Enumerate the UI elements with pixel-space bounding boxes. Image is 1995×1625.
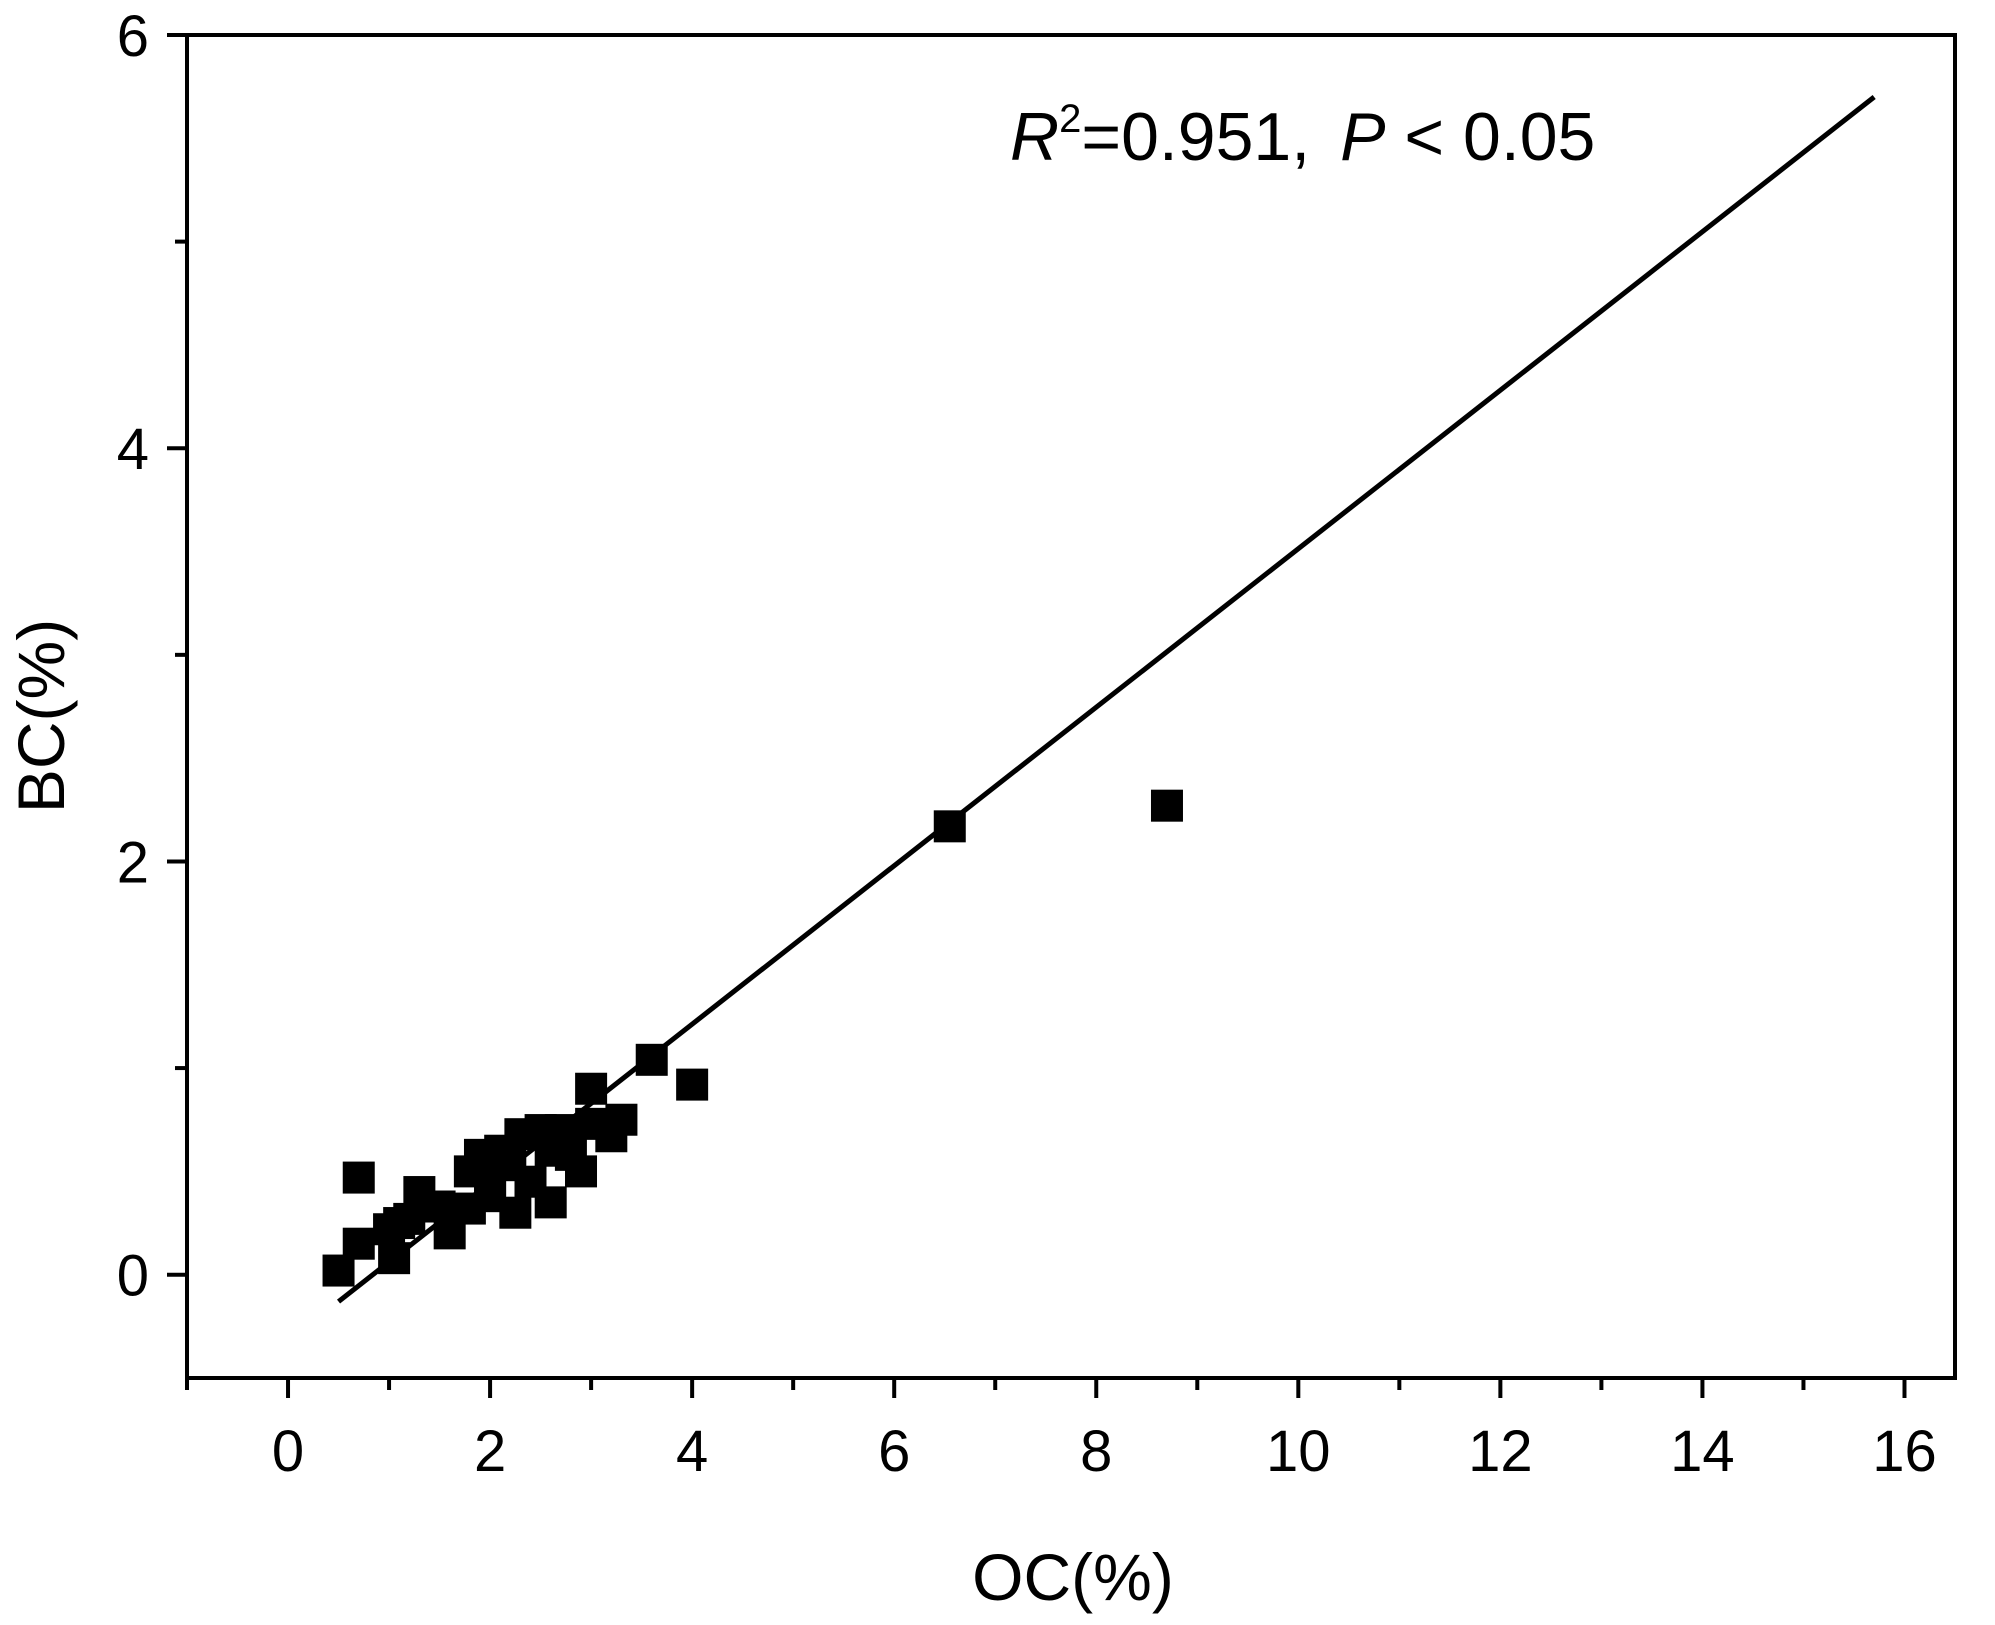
data-point: [1150, 789, 1183, 822]
r-value: =0.951,: [1081, 99, 1310, 175]
data-point: [605, 1103, 638, 1136]
data-point: [676, 1068, 709, 1101]
x-tick-label: 6: [878, 1419, 910, 1484]
r-symbol: R: [1010, 99, 1059, 175]
x-tick-label: 2: [474, 1419, 506, 1484]
data-point: [575, 1072, 608, 1105]
data-point: [635, 1043, 668, 1076]
data-point: [322, 1254, 355, 1287]
x-tick-label: 12: [1468, 1419, 1533, 1484]
plot-frame: [185, 33, 1957, 1380]
x-tick-label: 16: [1872, 1419, 1937, 1484]
data-point: [342, 1161, 375, 1194]
data-point: [933, 810, 966, 843]
x-tick-label: 10: [1266, 1419, 1331, 1484]
p-symbol: P: [1340, 99, 1385, 175]
data-point: [423, 1190, 456, 1223]
x-tick-label: 0: [272, 1419, 304, 1484]
x-tick-label: 14: [1670, 1419, 1735, 1484]
y-tick-label: 6: [117, 4, 149, 69]
x-tick-label: 8: [1080, 1419, 1112, 1484]
x-tick-label: 4: [676, 1419, 708, 1484]
data-point: [342, 1227, 375, 1260]
y-tick-label: 4: [117, 417, 149, 482]
r-exponent: 2: [1059, 97, 1081, 141]
y-tick-label: 2: [117, 830, 149, 895]
y-tick-label: 0: [117, 1244, 149, 1309]
data-point: [534, 1186, 567, 1219]
data-point: [393, 1202, 426, 1235]
data-point: [565, 1155, 598, 1188]
x-axis-label: OC(%): [972, 1540, 1174, 1614]
data-point: [499, 1196, 532, 1229]
p-value: < 0.05: [1386, 99, 1596, 175]
data-point: [378, 1242, 411, 1275]
y-axis-label: BC(%): [4, 619, 78, 813]
stats-annotation: R2=0.951, P < 0.05: [1010, 97, 1595, 175]
